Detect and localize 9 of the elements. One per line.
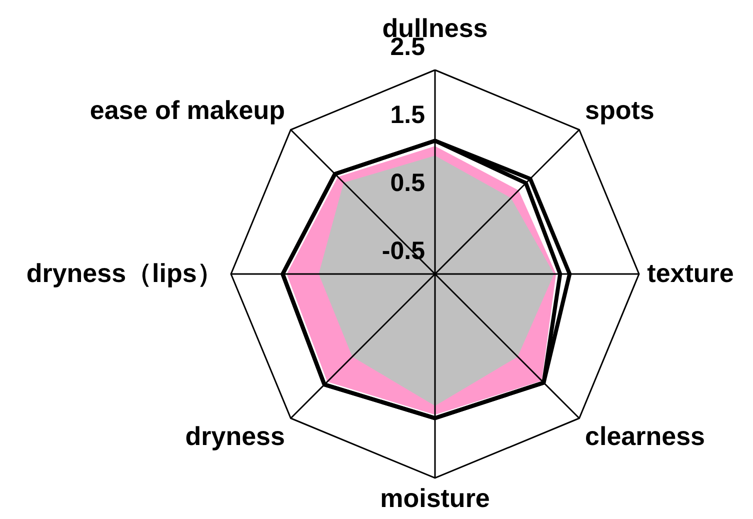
spoke-label: dryness（lips） xyxy=(26,258,223,288)
spoke-label: moisture xyxy=(380,483,490,514)
spoke-label: texture xyxy=(647,258,734,288)
spoke-label: dryness xyxy=(185,421,285,452)
spoke-label: clearness xyxy=(585,421,706,452)
y-tick-label: 0.5 xyxy=(390,169,426,197)
y-tick-label: 1.5 xyxy=(390,101,426,129)
spoke-label: spots xyxy=(585,94,654,125)
spoke-label: ease of makeup xyxy=(90,94,285,125)
